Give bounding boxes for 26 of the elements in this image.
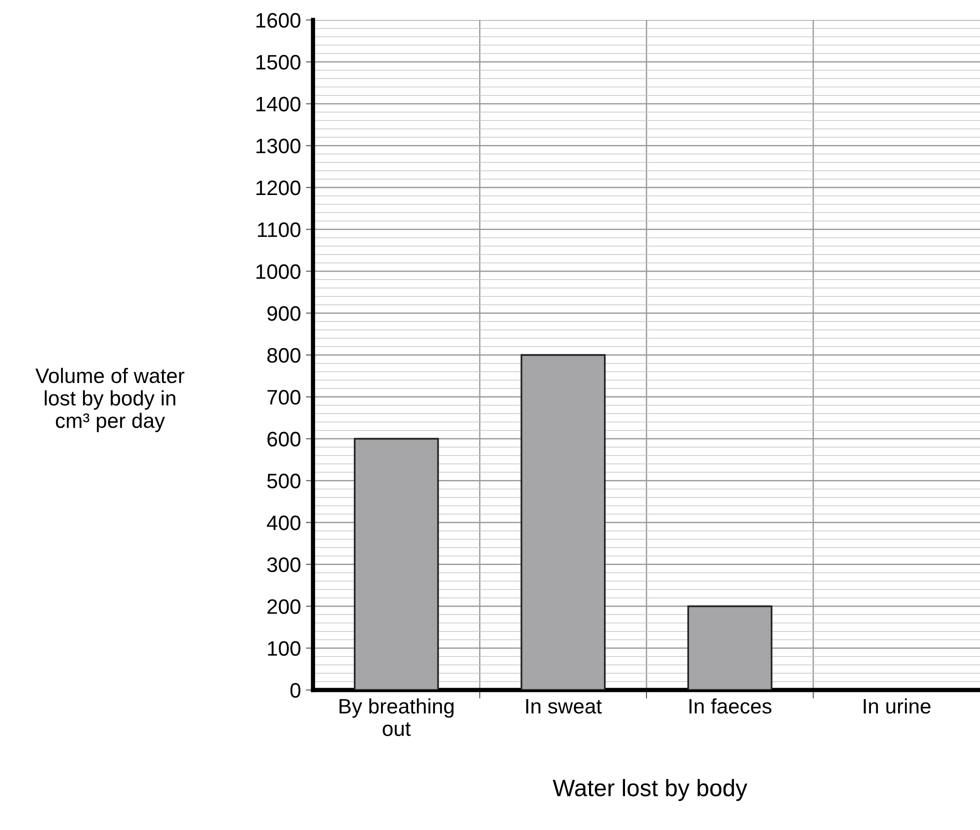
bar — [687, 605, 772, 690]
y-tick-label: 1100 — [258, 222, 300, 238]
y-tick-label: 100 — [268, 641, 300, 656]
x-tick-label: In urine — [864, 698, 930, 714]
y-tick-label: 0 — [290, 683, 300, 698]
x-tick-label: In sweat — [526, 699, 602, 714]
bar — [354, 438, 439, 690]
y-axis-title: Volume of water lost by body in cm³ per day — [35, 368, 184, 432]
x-axis-title: Water lost by body — [552, 778, 748, 802]
y-tick-label: 1200 — [256, 180, 300, 196]
y-tick-label: 1600 — [256, 13, 300, 28]
y-tick-label: 200 — [267, 599, 300, 614]
y-tick-label: 1300 — [256, 138, 300, 154]
x-tick-label: By breathing out — [340, 698, 454, 736]
y-tick-label: 900 — [267, 306, 300, 321]
y-tick-label: 1400 — [256, 96, 300, 112]
y-tick-label: 1500 — [256, 54, 300, 70]
y-tick-label: 1000 — [256, 264, 300, 280]
y-tick-label: 800 — [267, 348, 300, 363]
y-tick-label: 700 — [268, 390, 300, 405]
bar — [520, 354, 606, 690]
y-tick-label: 300 — [267, 557, 300, 572]
x-tick-label: In faeces — [690, 698, 772, 714]
y-tick-label: 400 — [266, 516, 300, 530]
y-tick-label: 600 — [267, 432, 300, 447]
y-tick-label: 500 — [267, 474, 300, 488]
